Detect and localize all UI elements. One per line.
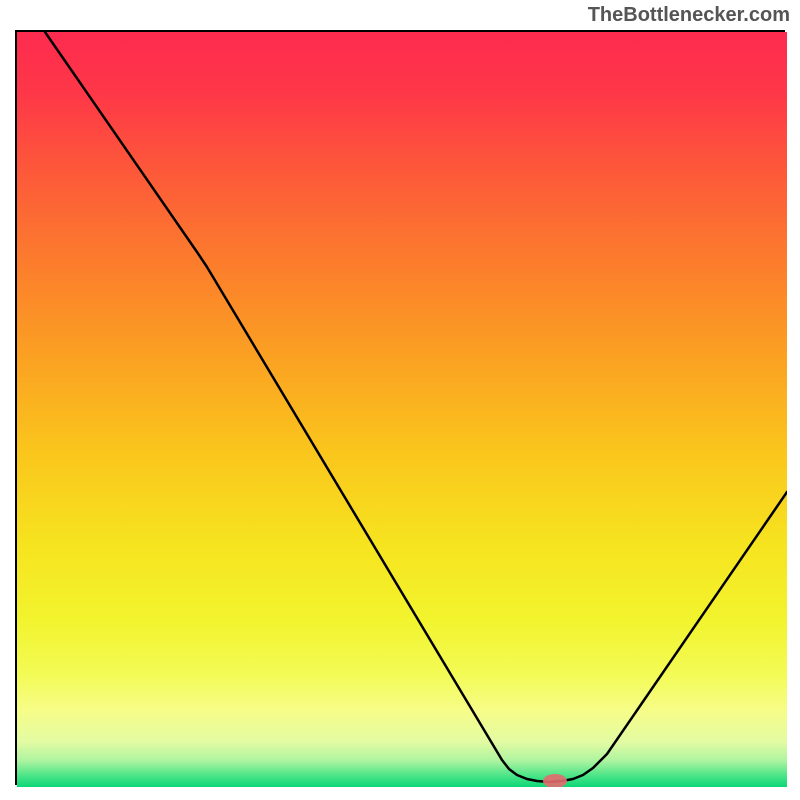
plot-svg <box>17 32 787 787</box>
watermark-text: TheBottlenecker.com <box>588 4 790 27</box>
plot-area <box>15 30 785 785</box>
chart-container: TheBottlenecker.com <box>0 0 800 800</box>
gradient-background <box>17 32 787 787</box>
